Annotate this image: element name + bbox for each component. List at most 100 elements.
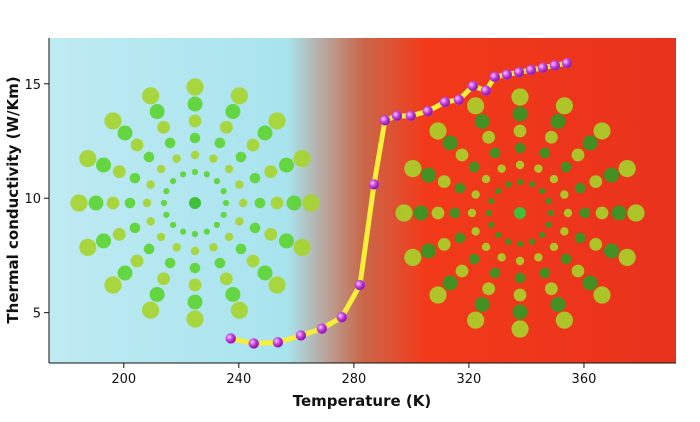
- atom: [513, 124, 527, 138]
- atom: [528, 238, 535, 245]
- atom: [550, 114, 566, 130]
- atom: [555, 311, 573, 329]
- atom: [224, 232, 234, 242]
- data-point: [405, 110, 417, 122]
- atom: [511, 88, 529, 106]
- atom: [190, 150, 200, 160]
- atom: [481, 174, 491, 184]
- atom: [421, 167, 437, 183]
- atom: [413, 205, 429, 221]
- atom: [149, 104, 165, 120]
- data-point: [295, 330, 307, 341]
- data-point: [391, 110, 403, 122]
- atom: [611, 205, 627, 221]
- atom: [129, 222, 141, 234]
- atom: [429, 122, 447, 140]
- data-point: [379, 115, 391, 126]
- atom: [156, 232, 166, 242]
- atom: [219, 120, 233, 134]
- y-axis-label: Thermal conductivity (W/Km): [4, 76, 22, 323]
- center-atom: [514, 207, 526, 219]
- data-point: [316, 323, 328, 334]
- atom: [474, 114, 490, 130]
- atom: [235, 217, 244, 226]
- atom: [188, 114, 202, 128]
- atom: [213, 177, 221, 185]
- atom: [449, 207, 461, 219]
- atom: [169, 177, 177, 185]
- x-tick-label: 320: [457, 372, 482, 387]
- atom: [96, 157, 112, 173]
- atom: [249, 222, 261, 234]
- atom: [257, 265, 273, 281]
- atom: [203, 228, 210, 235]
- atom: [157, 272, 171, 286]
- atom: [189, 262, 201, 274]
- atom: [582, 135, 598, 151]
- atom: [485, 209, 493, 217]
- plot: 200 240 280 320 360 5 10 15: [24, 38, 676, 387]
- atom: [534, 253, 543, 262]
- atom: [209, 243, 218, 252]
- atom: [220, 211, 227, 218]
- atom: [467, 208, 477, 218]
- atom: [104, 112, 122, 130]
- atom: [481, 242, 491, 252]
- atom: [534, 164, 543, 173]
- atom: [160, 199, 168, 207]
- atom: [293, 150, 311, 168]
- atom: [603, 167, 619, 183]
- atom: [395, 204, 413, 222]
- atom: [454, 182, 466, 194]
- atom: [187, 294, 203, 310]
- atom: [235, 180, 244, 189]
- atom: [172, 243, 181, 252]
- atom: [130, 254, 144, 268]
- data-point: [368, 179, 380, 190]
- atom: [257, 125, 273, 141]
- atom: [579, 207, 591, 219]
- atom: [191, 230, 199, 238]
- atom: [225, 104, 241, 120]
- atom: [589, 175, 603, 189]
- atom: [539, 147, 551, 159]
- atom: [172, 154, 181, 163]
- data-point: [537, 62, 549, 74]
- data-point: [422, 105, 434, 117]
- atom: [268, 112, 286, 130]
- atom: [468, 161, 480, 173]
- atom: [538, 187, 546, 195]
- atom: [302, 194, 320, 212]
- atom: [571, 264, 585, 278]
- atom: [544, 130, 558, 144]
- atom: [468, 253, 480, 265]
- atom: [209, 154, 218, 163]
- x-tick-label: 280: [341, 372, 366, 387]
- atom: [106, 196, 120, 210]
- data-point: [467, 80, 479, 92]
- atom: [544, 282, 558, 296]
- atom: [142, 198, 152, 208]
- atom: [618, 160, 636, 178]
- data-point: [354, 279, 366, 291]
- atom: [442, 135, 458, 151]
- atom: [235, 151, 247, 163]
- atom: [189, 132, 201, 144]
- atom: [563, 208, 573, 218]
- atom: [455, 264, 469, 278]
- data-point: [489, 71, 501, 83]
- atom: [117, 125, 133, 141]
- atom: [454, 232, 466, 244]
- atom: [514, 272, 526, 284]
- atom: [494, 231, 502, 239]
- atom: [130, 138, 144, 152]
- atom: [88, 195, 104, 211]
- atom: [203, 171, 210, 178]
- atom: [188, 278, 202, 292]
- atom: [482, 282, 496, 296]
- atom: [582, 275, 598, 291]
- atom: [618, 248, 636, 266]
- atom: [117, 265, 133, 281]
- atom: [220, 188, 227, 195]
- atom: [545, 221, 552, 228]
